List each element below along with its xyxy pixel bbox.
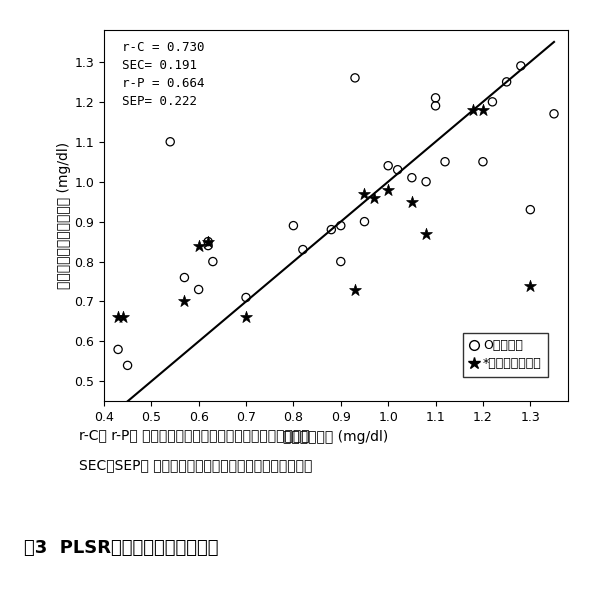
Legend: O：検量線, *：検量線の検定: O：検量線, *：検量線の検定 bbox=[463, 333, 548, 377]
Point bbox=[469, 105, 478, 114]
Point bbox=[241, 293, 251, 302]
Point bbox=[549, 109, 559, 119]
Text: r-C， r-P： 検量線および検量線検定における相関係数，: r-C， r-P： 検量線および検量線検定における相関係数， bbox=[79, 428, 310, 442]
Point bbox=[180, 273, 189, 282]
Text: SEC，SEP： 検量線および検量線検定における標準誤差: SEC，SEP： 検量線および検量線検定における標準誤差 bbox=[79, 458, 313, 472]
Point bbox=[516, 61, 525, 71]
Text: r-C = 0.730
SEC= 0.191
r-P = 0.664
SEP= 0.222: r-C = 0.730 SEC= 0.191 r-P = 0.664 SEP= … bbox=[122, 41, 205, 108]
Point bbox=[360, 217, 370, 226]
Point bbox=[298, 245, 308, 255]
Text: 図3  PLSR法による検量線と検定: 図3 PLSR法による検量線と検定 bbox=[24, 539, 219, 557]
Point bbox=[393, 165, 403, 174]
Point bbox=[525, 281, 535, 291]
Point bbox=[194, 285, 203, 294]
Point bbox=[350, 285, 360, 294]
Point bbox=[336, 257, 346, 267]
Point bbox=[180, 297, 189, 306]
Point bbox=[350, 73, 360, 83]
Point bbox=[478, 157, 488, 167]
Point bbox=[123, 361, 133, 370]
Point bbox=[166, 137, 175, 147]
Point bbox=[488, 97, 497, 107]
Point bbox=[407, 173, 417, 183]
Point bbox=[383, 185, 393, 195]
Point bbox=[241, 313, 251, 322]
Point bbox=[383, 161, 393, 171]
Point bbox=[336, 221, 346, 231]
X-axis label: 近赤外分析値 (mg/dl): 近赤外分析値 (mg/dl) bbox=[284, 429, 389, 444]
Point bbox=[113, 344, 123, 354]
Point bbox=[431, 101, 441, 111]
Point bbox=[421, 177, 431, 186]
Point bbox=[431, 93, 441, 102]
Point bbox=[421, 229, 431, 238]
Point bbox=[203, 241, 213, 250]
Point bbox=[326, 225, 336, 234]
Point bbox=[203, 237, 213, 246]
Point bbox=[208, 257, 218, 267]
Point bbox=[502, 77, 511, 87]
Point bbox=[194, 241, 203, 250]
Point bbox=[525, 205, 535, 214]
Point bbox=[203, 237, 213, 246]
Point bbox=[113, 313, 123, 322]
Point bbox=[369, 193, 379, 202]
Y-axis label: 原子吸光法による分析値 (mg/dl): 原子吸光法による分析値 (mg/dl) bbox=[57, 142, 71, 289]
Point bbox=[118, 313, 128, 322]
Point bbox=[440, 157, 450, 167]
Point bbox=[478, 105, 488, 114]
Point bbox=[288, 221, 298, 231]
Point bbox=[407, 197, 417, 207]
Point bbox=[360, 189, 370, 198]
